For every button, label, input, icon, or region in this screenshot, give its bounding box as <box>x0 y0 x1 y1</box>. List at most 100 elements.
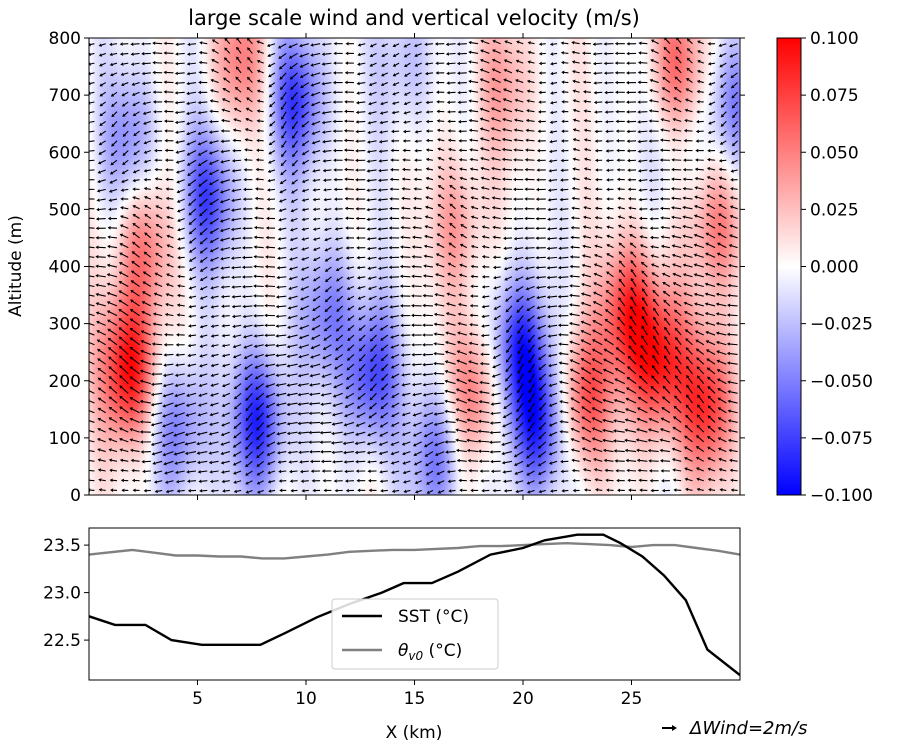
wind-arrow <box>458 439 467 443</box>
wind-arrowhead <box>335 257 339 261</box>
wind-arrowhead <box>504 277 508 281</box>
wind-arrow <box>143 311 152 317</box>
wind-arrow <box>122 216 129 220</box>
wind-arrow <box>89 420 95 423</box>
wind-arrowhead <box>571 206 575 210</box>
wind-arrow <box>641 366 648 375</box>
wind-arrowhead <box>132 178 136 183</box>
wind-arrow <box>426 255 434 258</box>
wind-arrow <box>236 489 242 492</box>
wind-arrow <box>586 207 592 210</box>
wind-arrowhead <box>367 424 372 428</box>
wind-arrowhead <box>344 187 348 191</box>
wind-arrow <box>575 119 580 122</box>
wind-arrow <box>157 244 163 249</box>
wind-arrowhead <box>470 264 474 269</box>
wind-arrowhead <box>253 235 257 240</box>
wind-arrowhead <box>515 69 519 73</box>
wind-arrowhead <box>437 194 442 198</box>
wind-arrow <box>278 373 287 376</box>
wind-arrowhead <box>276 432 280 436</box>
wind-arrow <box>529 489 535 493</box>
wind-arrow <box>153 383 163 385</box>
wind-arrowhead <box>119 437 123 442</box>
wind-arrowhead <box>649 396 654 400</box>
wind-arrowhead <box>513 177 517 182</box>
wind-arrowhead <box>155 214 160 218</box>
wind-arrowhead <box>659 448 663 453</box>
wind-arrowhead <box>515 418 520 422</box>
wind-arrow <box>481 410 490 414</box>
wind-arrowhead <box>378 139 383 144</box>
wind-arrowhead <box>344 167 348 172</box>
wind-arrowhead <box>255 386 259 390</box>
wind-arrowhead <box>242 314 246 319</box>
wind-arrowhead <box>458 148 462 153</box>
wind-arrow <box>664 377 671 384</box>
wind-arrow <box>132 281 140 287</box>
wind-arrowhead <box>95 236 99 240</box>
wind-arrowhead <box>96 339 101 343</box>
wind-arrowhead <box>108 366 112 370</box>
wind-arrow <box>167 304 174 307</box>
wind-arrow <box>518 60 524 64</box>
wind-arrowhead <box>269 103 273 108</box>
wind-arrow <box>403 353 411 356</box>
wind-arrow <box>484 206 490 210</box>
wind-arrow <box>459 460 467 462</box>
wind-arrowhead <box>132 196 136 200</box>
wind-arrowhead <box>177 255 181 260</box>
wind-arrowhead <box>489 430 493 435</box>
wind-arrow <box>360 354 366 360</box>
wind-arrowhead <box>122 113 126 117</box>
wind-arrowhead <box>491 479 495 483</box>
wind-arrowhead <box>594 196 599 201</box>
wind-arrowhead <box>570 387 574 391</box>
wind-arrow <box>640 469 648 472</box>
wind-arrow <box>596 469 603 472</box>
wind-arrow <box>348 256 355 259</box>
wind-arrowhead <box>233 425 238 429</box>
wind-arrow <box>120 328 129 336</box>
wind-arrow <box>177 392 185 397</box>
wind-arrowhead <box>199 364 203 368</box>
wind-arrowhead <box>188 295 192 299</box>
wind-arrowhead <box>255 158 259 162</box>
wind-arrowhead <box>143 140 147 145</box>
wind-arrowhead <box>344 404 349 408</box>
wind-arrowhead <box>264 323 268 328</box>
wind-arrowhead <box>108 376 113 380</box>
wind-arrowhead <box>199 222 203 226</box>
wind-arrowhead <box>538 42 543 46</box>
wind-arrowhead <box>651 281 656 285</box>
wind-arrowhead <box>139 440 143 444</box>
wind-arrowhead <box>291 181 295 185</box>
wind-arrow <box>324 111 332 114</box>
wind-arrowhead <box>379 433 383 437</box>
wind-arrow <box>381 140 388 143</box>
wind-arrow <box>495 236 501 239</box>
wind-arrowhead <box>292 135 296 139</box>
wind-arrow <box>507 295 513 301</box>
wind-arrowhead <box>458 129 462 134</box>
wind-arrow <box>403 246 411 249</box>
wind-arrowhead <box>503 266 508 271</box>
wind-arrow <box>470 370 479 375</box>
wind-arrowhead <box>399 264 404 269</box>
wind-arrowhead <box>165 302 169 307</box>
wind-arrowhead <box>299 74 304 78</box>
wind-arrow <box>123 179 129 182</box>
wind-arrowhead <box>366 169 370 173</box>
wind-arrow <box>278 315 287 317</box>
wind-arrow <box>583 331 592 336</box>
wind-arrowhead <box>414 130 418 134</box>
wind-arrowhead <box>456 42 460 46</box>
wind-arrow <box>267 392 276 397</box>
wind-arrowhead <box>111 133 115 137</box>
wind-arrowhead <box>648 417 652 422</box>
wind-arrowhead <box>513 226 517 231</box>
wind-arrow <box>594 311 603 317</box>
wind-arrowhead <box>480 333 485 338</box>
wind-arrow <box>282 159 287 165</box>
wind-arrow <box>270 480 276 483</box>
